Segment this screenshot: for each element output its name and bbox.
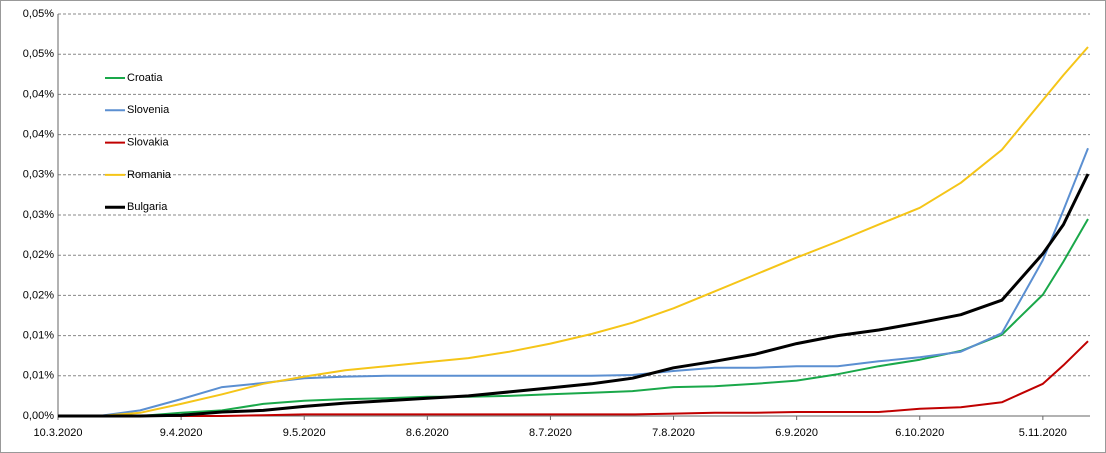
y-tick-label: 0,03% (23, 169, 54, 181)
series-line (58, 147, 1089, 417)
y-tick-label: 0,02% (23, 289, 54, 301)
y-tick-label: 0,05% (23, 48, 54, 60)
legend-label: Slovakia (127, 137, 169, 149)
x-tick-label: 6.9.2020 (775, 427, 818, 439)
x-tick-label: 6.10.2020 (895, 427, 944, 439)
y-tick-label: 0,03% (23, 209, 54, 221)
y-tick-label: 0,00% (23, 410, 54, 422)
legend-label: Romania (127, 169, 172, 181)
x-tick-label: 10.3.2020 (34, 427, 83, 439)
y-tick-label: 0,04% (23, 88, 54, 100)
legend-label: Croatia (127, 72, 163, 84)
x-tick-label: 5.11.2020 (1019, 427, 1067, 439)
series-line (58, 340, 1089, 417)
series-line (58, 173, 1090, 418)
x-tick-label: 9.5.2020 (283, 427, 326, 439)
y-tick-label: 0,01% (23, 330, 54, 342)
x-tick-label: 8.7.2020 (529, 427, 572, 439)
y-tick-label: 0,04% (23, 129, 54, 141)
x-tick-label: 7.8.2020 (652, 427, 695, 439)
x-tick-label: 8.6.2020 (406, 427, 449, 439)
y-tick-label: 0,01% (23, 370, 54, 382)
y-tick-label: 0,02% (23, 249, 54, 261)
legend-label: Slovenia (127, 104, 170, 116)
legend-label: Bulgaria (127, 201, 168, 213)
y-tick-label: 0,05% (23, 8, 54, 20)
series-line (58, 46, 1089, 417)
x-tick-label: 9.4.2020 (160, 427, 203, 439)
